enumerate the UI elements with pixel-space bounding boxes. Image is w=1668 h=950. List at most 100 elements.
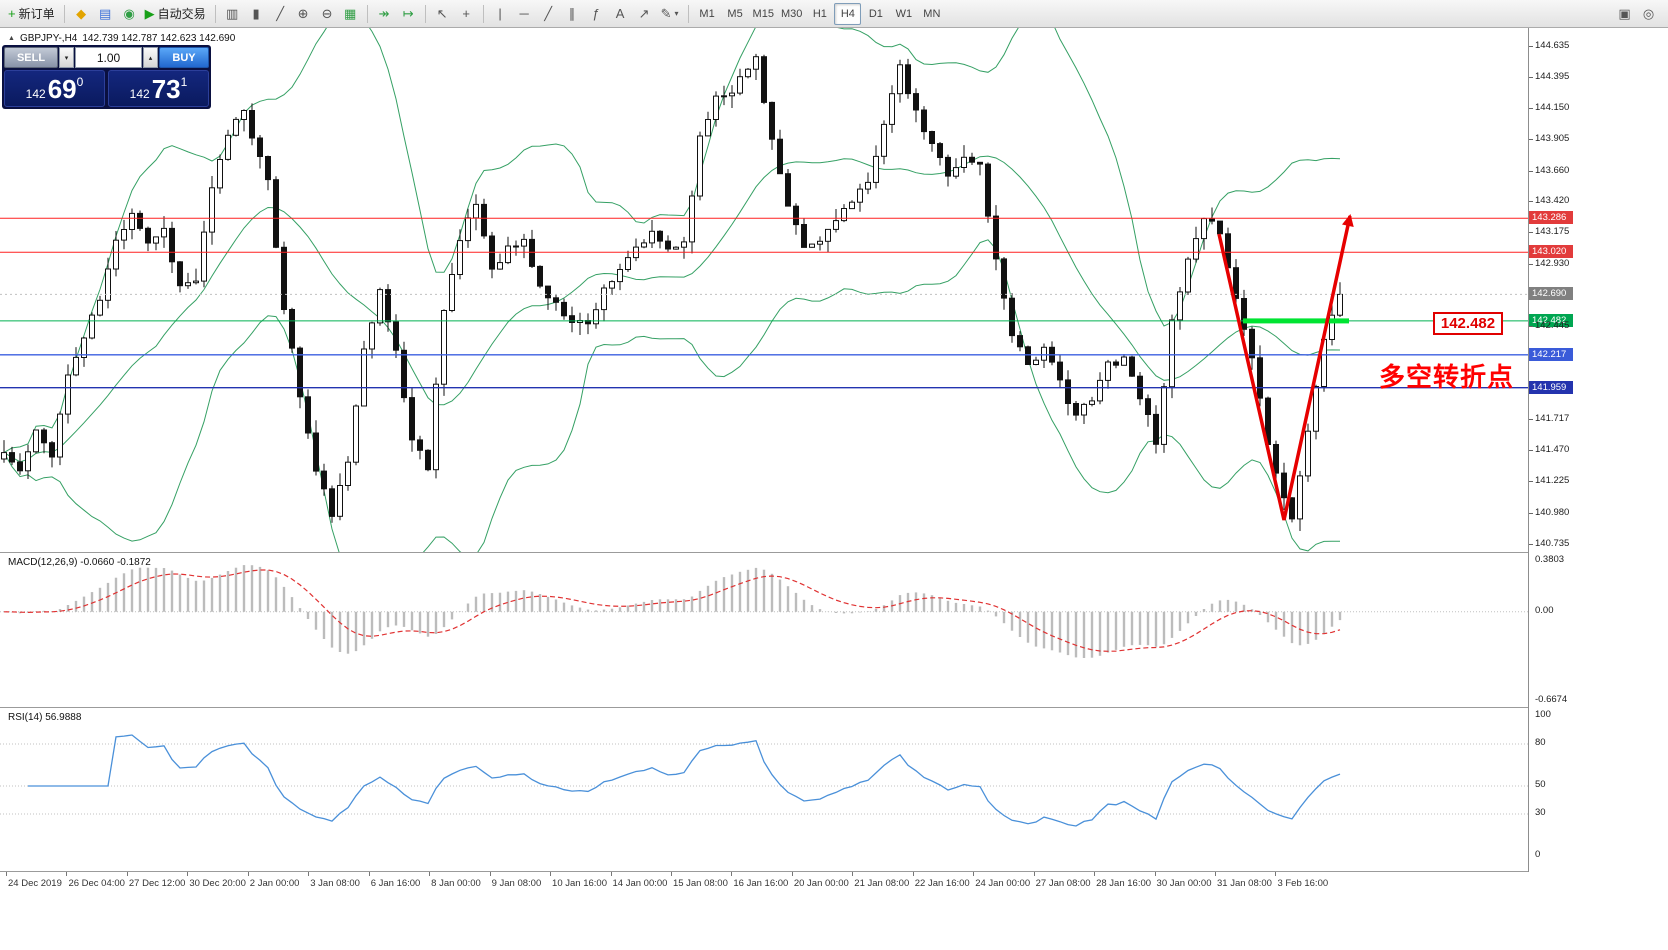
panels-group: ◆ ▤ ◉ (70, 3, 141, 25)
volume-down-button[interactable]: ▾ (59, 47, 74, 68)
buy-button[interactable]: BUY (159, 47, 209, 68)
rsi-pane[interactable]: RSI(14) 56.9888 (0, 707, 1668, 871)
time-axis-label: 15 Jan 08:00 (672, 878, 728, 889)
timeframe-mn-label: MN (923, 7, 941, 20)
timeframe-m30-label: M30 (780, 7, 803, 20)
zoom-in-button[interactable]: ⊕ (292, 3, 315, 25)
price-axis-label: 144.635 (1535, 40, 1570, 51)
sell-price-big: 69 (47, 73, 77, 104)
time-axis-tick (1094, 872, 1096, 876)
price-axis-label: 141.470 (1535, 444, 1570, 456)
arrow-tool-button[interactable]: ↗ (633, 3, 656, 25)
timeframe-d1-label: D1 (868, 7, 883, 20)
cursor-group: ↖ + (431, 3, 478, 25)
buy-price-button[interactable]: 142 73 1 (108, 70, 209, 107)
volume-input[interactable] (75, 47, 142, 68)
macd-pane[interactable]: MACD(12,26,9) -0.0660 -0.1872 (0, 552, 1668, 707)
tile-windows-button[interactable]: ▦ (339, 3, 362, 25)
text-button[interactable]: A (609, 3, 632, 25)
buy-price-big: 73 (151, 73, 181, 104)
horizontal-line-button[interactable]: ─ (513, 3, 536, 25)
cascade-windows-button[interactable]: ▣ (1613, 3, 1636, 25)
time-axis-tick (126, 872, 128, 876)
price-level-callout[interactable]: 142.482 (1433, 312, 1503, 335)
timeframe-d1[interactable]: D1 (862, 3, 889, 25)
timeframe-m30[interactable]: M30 (778, 3, 805, 25)
timeframe-h1[interactable]: H1 (806, 3, 833, 25)
auto-scroll-button[interactable]: ↠ (373, 3, 396, 25)
time-axis-label: 30 Jan 00:00 (1156, 878, 1212, 889)
sell-button[interactable]: SELL (4, 47, 58, 68)
cursor-button[interactable]: ↖ (431, 3, 454, 25)
turning-point-annotation[interactable]: 多空转折点 (1379, 362, 1515, 392)
toolbar-separator (214, 4, 216, 23)
price-axis-tick (1529, 46, 1533, 47)
collapse-icon[interactable]: ▲ (8, 35, 15, 42)
vertical-line-button[interactable]: | (489, 3, 512, 25)
zoom-out-icon: ⊖ (321, 6, 333, 21)
time-axis-tick (670, 872, 672, 876)
time-axis-tick (973, 872, 975, 876)
horizontal-line-icon: ─ (519, 6, 529, 21)
auto-trading-button[interactable]: ▶ 自动交易 (141, 3, 210, 25)
search-button[interactable]: ◎ (1637, 3, 1660, 25)
horizontal-level-lines[interactable] (0, 217, 1528, 389)
timeframe-m5[interactable]: M5 (722, 3, 749, 25)
time-axis-label: 2 Jan 00:00 (249, 878, 300, 889)
trendline-icon: ╱ (544, 6, 553, 21)
timeframe-group: M1 M5 M15 M30 H1 H4 D1 W1 MN (694, 2, 946, 25)
price-axis-tick (1529, 232, 1533, 234)
data-window-icon[interactable]: ◉ (118, 3, 141, 25)
chart-shift-icon: ↦ (402, 6, 414, 21)
timeframe-w1[interactable]: W1 (890, 3, 917, 25)
rsi-axis-label: 80 (1535, 737, 1546, 748)
price-axis-label: 143.660 (1535, 164, 1570, 176)
new-order-button[interactable]: + 新订单 (4, 3, 59, 25)
price-axis[interactable]: 144.635 144.395 144.150 143.905 143.660 143.4… (1529, 28, 1668, 892)
line-chart-button[interactable]: ╱ (269, 3, 292, 25)
macd-axis-label: 0.3803 (1535, 554, 1565, 565)
text-icon: A (615, 6, 625, 21)
time-axis-label: 10 Jan 16:00 (552, 878, 607, 889)
rsi-axis-label: 30 (1535, 807, 1546, 818)
timeframe-m1-label: M1 (699, 7, 715, 20)
price-axis-tick (1529, 107, 1533, 109)
charts-icon[interactable]: ◆ (70, 3, 93, 25)
price-axis-tick (1529, 512, 1533, 514)
bar-chart-button[interactable]: ▥ (221, 3, 244, 25)
shapes-dropdown-button[interactable]: ✎ ▾ (657, 3, 683, 25)
timeframe-m15[interactable]: M15 (750, 3, 777, 25)
timeframe-h4-label: H4 (840, 7, 855, 20)
time-axis-tick (6, 872, 7, 876)
time-axis-label: 21 Jan 08:00 (854, 878, 910, 889)
channel-button[interactable]: ∥ (561, 3, 584, 25)
candlestick-chart-icon: ▮ (252, 6, 260, 21)
fibonacci-button[interactable]: ƒ (585, 3, 608, 25)
support-highlight-segment[interactable] (1243, 318, 1349, 324)
time-axis-tick (489, 872, 491, 876)
macd-chart-canvas[interactable] (0, 553, 1528, 707)
time-axis[interactable]: 24 Dec 2019 26 Dec 04:00 27 Dec 12:00 30 De… (0, 871, 1668, 892)
timeframe-m1[interactable]: M1 (694, 3, 721, 25)
chart-shift-button[interactable]: ↦ (397, 3, 420, 25)
rsi-chart-canvas[interactable] (0, 708, 1528, 870)
main-chart-pane[interactable]: ▲ GBPJPY-,H4 142.739 142.787 142.623 142… (0, 28, 1668, 552)
timeframe-mn[interactable]: MN (918, 3, 945, 25)
time-axis-tick (66, 872, 68, 876)
trendline-button[interactable]: ╱ (537, 3, 560, 25)
bar-chart-icon: ▥ (225, 6, 239, 21)
symbol-title: GBPJPY-,H4 (19, 33, 78, 44)
volume-up-button[interactable]: ▴ (143, 47, 158, 68)
time-axis-tick (308, 872, 310, 876)
zoom-out-button[interactable]: ⊖ (316, 3, 339, 25)
sell-price-button[interactable]: 142 69 0 (4, 70, 105, 107)
timeframe-h4[interactable]: H4 (834, 2, 862, 25)
timeframe-m15-label: M15 (752, 7, 774, 20)
market-watch-icon[interactable]: ▤ (94, 3, 117, 25)
crosshair-button[interactable]: + (455, 3, 478, 25)
auto-trading-button-label: 自动交易 (157, 7, 206, 21)
candlestick-chart-button[interactable]: ▮ (245, 3, 268, 25)
trend-arrow-drawing[interactable] (1217, 214, 1354, 521)
charts-icon-icon: ◆ (76, 6, 87, 21)
price-chart-canvas[interactable] (0, 28, 1528, 552)
